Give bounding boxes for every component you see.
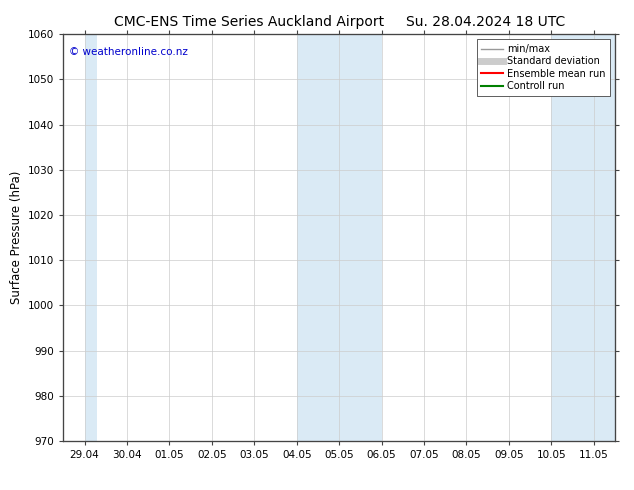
Legend: min/max, Standard deviation, Ensemble mean run, Controll run: min/max, Standard deviation, Ensemble me… (477, 39, 610, 96)
Title: CMC-ENS Time Series Auckland Airport     Su. 28.04.2024 18 UTC: CMC-ENS Time Series Auckland Airport Su.… (113, 15, 565, 29)
Bar (552, 34, 615, 441)
Bar (84, 34, 98, 441)
Text: © weatheronline.co.nz: © weatheronline.co.nz (69, 47, 188, 56)
Bar (297, 34, 382, 441)
Y-axis label: Surface Pressure (hPa): Surface Pressure (hPa) (10, 171, 23, 304)
